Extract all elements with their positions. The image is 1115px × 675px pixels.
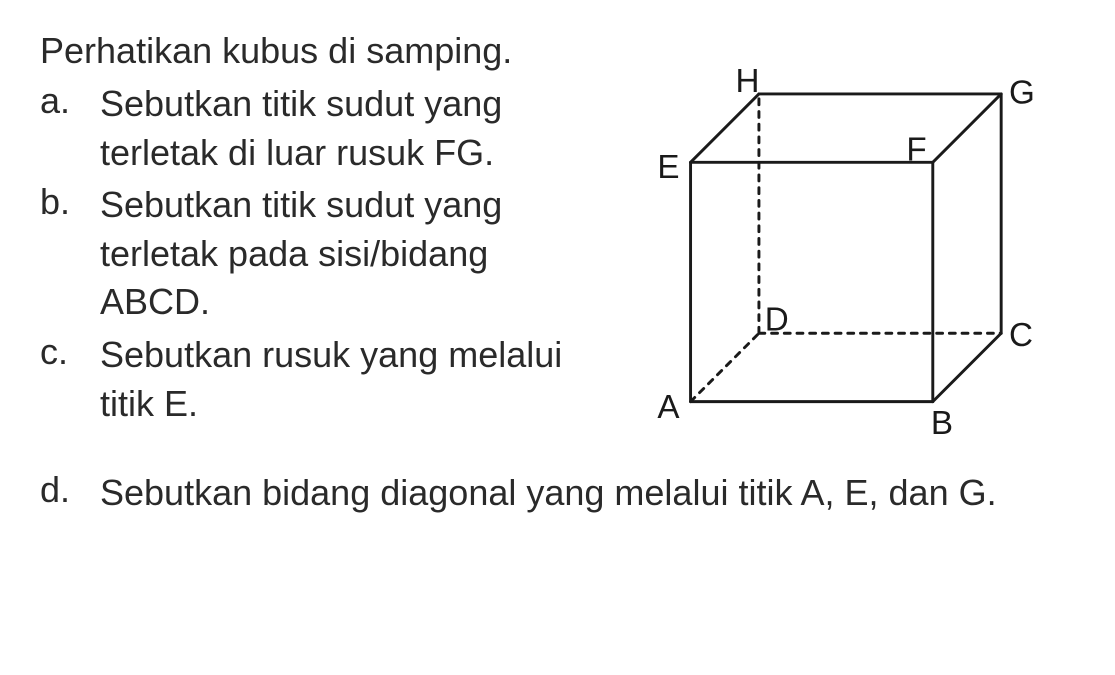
cube-edge-AD (691, 333, 759, 401)
question-marker-c: c. (40, 331, 100, 428)
vertex-label-G: G (1009, 75, 1035, 112)
intro-text: Perhatikan kubus di samping. (40, 30, 590, 72)
question-text-a: Sebutkan titik sudut yang terletak di lu… (100, 80, 590, 177)
vertex-label-H: H (735, 63, 759, 100)
vertex-label-A: A (657, 389, 680, 426)
question-marker-d: d. (40, 469, 100, 518)
text-column: Perhatikan kubus di samping. a. Sebutkan… (40, 30, 590, 465)
vertex-label-F: F (906, 131, 926, 168)
question-text-b: Sebutkan titik sudut yang terletak pada … (100, 181, 590, 327)
question-item-c: c. Sebutkan rusuk yang melalui titik E. (40, 331, 590, 428)
vertex-label-D: D (765, 301, 789, 338)
diagram-column: A B C D E F G H (590, 30, 1070, 465)
question-marker-b: b. (40, 181, 100, 327)
cube-edge-EH (691, 94, 759, 162)
cube-edge-BC (933, 333, 1001, 401)
question-item-b: b. Sebutkan titik sudut yang terletak pa… (40, 181, 590, 327)
cube-edge-FG (933, 94, 1001, 162)
question-marker-a: a. (40, 80, 100, 177)
cube-diagram: A B C D E F G H (630, 60, 1050, 460)
question-item-a: a. Sebutkan titik sudut yang terletak di… (40, 80, 590, 177)
vertex-label-E: E (657, 149, 679, 186)
question-list: a. Sebutkan titik sudut yang terletak di… (40, 80, 590, 428)
question-item-d: d. Sebutkan bidang diagonal yang melalui… (40, 469, 1075, 518)
vertex-label-B: B (931, 405, 953, 442)
question-text-d: Sebutkan bidang diagonal yang melalui ti… (100, 469, 997, 518)
vertex-label-C: C (1009, 317, 1033, 354)
question-text-c: Sebutkan rusuk yang melalui titik E. (100, 331, 590, 428)
